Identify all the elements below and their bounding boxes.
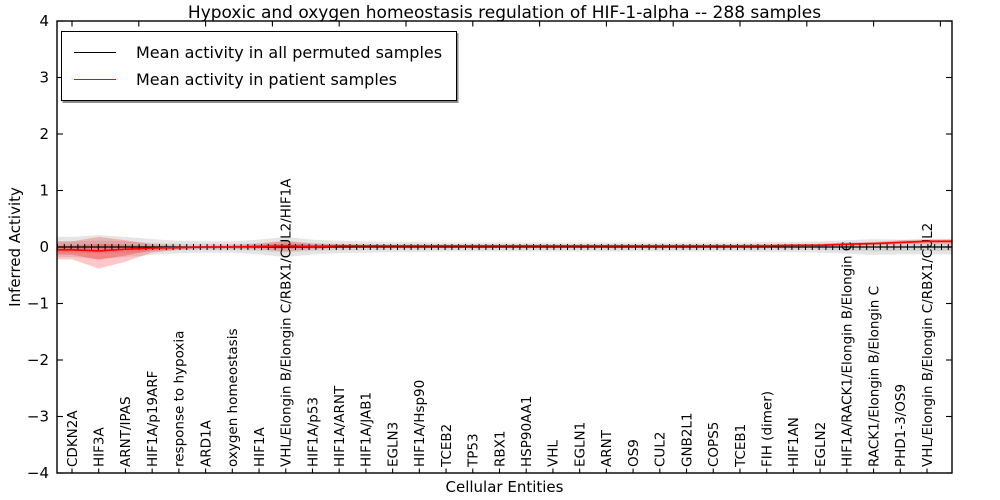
x-tick-label: VHL xyxy=(546,440,562,467)
legend-label-patient: Mean activity in patient samples xyxy=(136,70,397,89)
patient-band-outer xyxy=(57,236,952,269)
x-axis-label: Cellular Entities xyxy=(445,478,564,496)
permuted-line-sample xyxy=(74,52,116,53)
x-tick-label: COPS5 xyxy=(706,422,722,467)
x-tick-label: CUL2 xyxy=(653,432,669,467)
x-tick-label: HIF1A/p53 xyxy=(305,397,321,467)
patient-line-sample xyxy=(74,79,116,80)
y-tick-label: 2 xyxy=(39,125,49,143)
patient-band-inner xyxy=(57,240,952,260)
x-tick-label: PHD1-3/OS9 xyxy=(893,384,909,467)
x-tick-label: HIF1AN xyxy=(786,417,802,467)
y-tick-label: 4 xyxy=(39,12,49,30)
x-tick-label: oxygen homeostasis xyxy=(225,329,241,468)
patient-mean-line xyxy=(57,240,952,252)
x-tick-label: HIF1A/RACK1/Elongin B/Elongin C xyxy=(840,242,856,467)
x-tick-label: CDKN2A xyxy=(65,410,81,467)
x-tick-label: EGLN2 xyxy=(813,422,829,467)
x-tick-label: HIF1A xyxy=(252,427,268,467)
y-tick-label: −4 xyxy=(27,464,49,482)
x-tick-label: EGLN1 xyxy=(572,422,588,467)
x-tick-label: TCEB2 xyxy=(439,424,455,468)
x-tick-label: ARNT/IPAS xyxy=(118,396,134,467)
y-tick-labels: −4 −3 −2 −1 0 1 2 3 4 xyxy=(27,12,49,482)
x-tick-label: FIH (dimer) xyxy=(759,391,775,467)
x-tick-label: ARD1A xyxy=(198,419,214,467)
x-tick-label: VHL/Elongin B/Elongin C/RBX1/CUL2/HIF1A xyxy=(279,178,295,467)
y-tick-label: 1 xyxy=(39,182,49,200)
x-tick-label: GNB2L1 xyxy=(679,412,695,467)
legend: Mean activity in all permuted samples Me… xyxy=(61,31,458,101)
x-tick-label: HIF3A xyxy=(92,427,108,467)
x-tick-label: HSP90AA1 xyxy=(519,396,535,467)
x-tick-label: RACK1/Elongin B/Elongin C xyxy=(866,286,882,467)
x-tick-label: VHL/Elongin B/Elongin C/RBX1/CUL2 xyxy=(920,223,936,467)
axis-ticks xyxy=(57,20,952,474)
x-tick-label: HIF1A/ARNT xyxy=(332,385,348,467)
x-tick-label: response to hypoxia xyxy=(172,331,188,467)
y-axis-label: Inferred Activity xyxy=(6,187,24,307)
x-tick-label: HIF1A/p19ARF xyxy=(145,371,161,467)
y-tick-label: −3 xyxy=(27,408,49,426)
x-tick-label: ARNT xyxy=(599,429,615,467)
y-tick-label: −2 xyxy=(27,351,49,369)
y-tick-label: −1 xyxy=(27,295,49,313)
y-tick-label: 0 xyxy=(39,238,49,256)
legend-item-patient: Mean activity in patient samples xyxy=(74,66,442,93)
x-tick-label: TCEB1 xyxy=(733,424,749,468)
x-tick-label: HIF1A/Hsp90 xyxy=(412,380,428,467)
x-tick-labels: CDKN2A HIF3A ARNT/IPAS HIF1A/p19ARF response… xyxy=(65,178,936,468)
x-tick-label: HIF1A/JAB1 xyxy=(359,392,375,467)
chart-title: Hypoxic and oxygen homeostasis regulatio… xyxy=(187,3,822,23)
x-tick-label: RBX1 xyxy=(492,431,508,467)
x-tick-label: OS9 xyxy=(626,439,642,467)
y-tick-label: 3 xyxy=(39,69,49,87)
legend-item-permuted: Mean activity in all permuted samples xyxy=(74,39,442,66)
legend-label-permuted: Mean activity in all permuted samples xyxy=(136,43,443,62)
x-tick-label: EGLN3 xyxy=(385,422,401,467)
x-tick-label: TP53 xyxy=(466,433,482,468)
